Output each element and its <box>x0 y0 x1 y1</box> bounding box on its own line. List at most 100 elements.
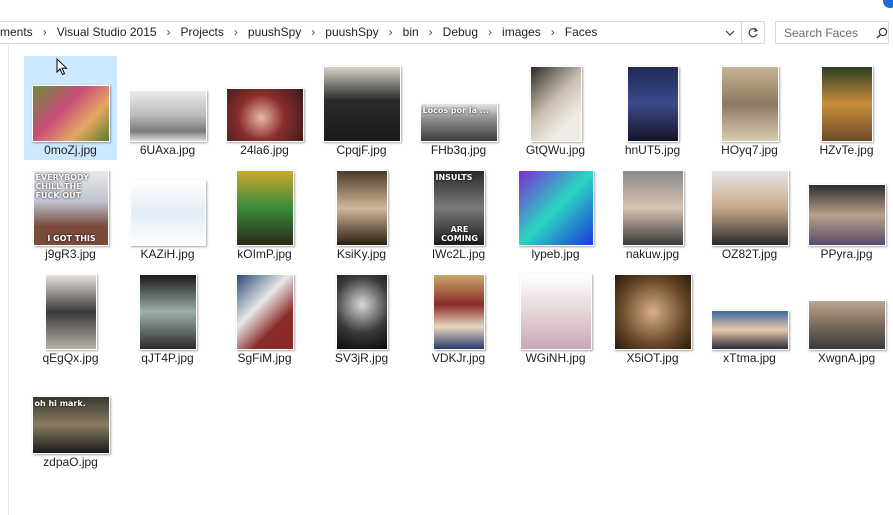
breadcrumb-item[interactable]: ments <box>0 25 33 39</box>
file-item[interactable]: WGiNH.jpg <box>509 264 602 368</box>
chevron-right-icon[interactable]: › <box>388 25 393 39</box>
breadcrumb-item[interactable]: Projects <box>180 25 224 39</box>
thumbnail-frame <box>800 56 893 142</box>
image-thumbnail <box>322 66 401 142</box>
chevron-right-icon[interactable]: › <box>311 25 316 39</box>
file-name: KsiKy.jpg <box>336 247 387 261</box>
file-item[interactable]: GtQWu.jpg <box>509 56 602 160</box>
file-item[interactable]: PPyra.jpg <box>800 160 893 264</box>
file-item[interactable]: lypeb.jpg <box>509 160 602 264</box>
chevron-right-icon[interactable]: › <box>233 25 238 39</box>
image-thumbnail <box>235 274 294 350</box>
file-item[interactable]: oh hi mark. zdpaO.jpg <box>24 368 117 472</box>
thumbnail-frame <box>121 264 214 350</box>
file-item[interactable]: XwgnA.jpg <box>800 264 893 368</box>
chevron-right-icon[interactable]: › <box>488 25 493 39</box>
file-item[interactable]: xTtma.jpg <box>703 264 796 368</box>
breadcrumb-item[interactable]: Faces <box>564 25 598 39</box>
file-name: VDKJr.jpg <box>431 351 486 365</box>
file-name: xTtma.jpg <box>723 351 776 365</box>
file-name: FHb3q.jpg <box>430 143 487 157</box>
thumbnail-frame <box>24 264 117 350</box>
file-name: zdpaO.jpg <box>43 455 98 469</box>
breadcrumb-item[interactable]: bin <box>402 25 419 39</box>
thumbnail-frame <box>606 160 699 246</box>
breadcrumb: ments › Visual Studio 2015 › Projects › puushS… <box>0 22 602 43</box>
file-name: lypeb.jpg <box>531 247 580 261</box>
file-item[interactable]: SgFiM.jpg <box>218 264 311 368</box>
image-thumbnail: EVERYBODY CHILL THE FUCK OUT I GOT THIS <box>32 170 109 246</box>
file-item[interactable]: qJT4P.jpg <box>121 264 214 368</box>
search-box[interactable] <box>775 21 889 44</box>
file-item[interactable]: CpqjF.jpg <box>315 56 408 160</box>
breadcrumb-item[interactable]: Visual Studio 2015 <box>56 25 157 39</box>
file-name: WGiNH.jpg <box>525 351 586 365</box>
file-name: qEgQx.jpg <box>42 351 99 365</box>
thumbnail-frame <box>121 160 214 246</box>
file-item[interactable]: 24la6.jpg <box>218 56 311 160</box>
file-item[interactable]: KsiKy.jpg <box>315 160 408 264</box>
chevron-right-icon[interactable]: › <box>428 25 433 39</box>
help-icon[interactable] <box>883 0 893 8</box>
thumbnail-frame <box>315 264 408 350</box>
file-name: HOyq7.jpg <box>721 143 778 157</box>
file-item[interactable]: X5iOT.jpg <box>606 264 699 368</box>
chevron-right-icon[interactable]: › <box>550 25 555 39</box>
file-item[interactable]: hnUT5.jpg <box>606 56 699 160</box>
file-item[interactable]: Locos por la ... FHb3q.jpg <box>412 56 505 160</box>
file-name: KAZiH.jpg <box>140 247 195 261</box>
image-thumbnail <box>335 170 388 246</box>
thumbnail-frame: Locos por la ... <box>412 56 505 142</box>
file-item[interactable]: kOImP.jpg <box>218 160 311 264</box>
breadcrumb-item[interactable]: puushSpy <box>247 25 302 39</box>
search-input[interactable] <box>776 23 876 42</box>
file-name: PPyra.jpg <box>820 247 873 261</box>
thumbnail-frame <box>315 56 408 142</box>
file-name: qJT4P.jpg <box>141 351 194 365</box>
file-name: X5iOT.jpg <box>626 351 679 365</box>
image-thumbnail <box>129 180 206 246</box>
file-item[interactable]: 0moZj.jpg <box>24 56 117 160</box>
file-name: GtQWu.jpg <box>525 143 586 157</box>
file-item[interactable]: SV3jR.jpg <box>315 264 408 368</box>
thumbnail-frame: oh hi mark. <box>24 368 117 454</box>
breadcrumb-item[interactable]: puushSpy <box>325 25 379 39</box>
file-item[interactable]: HOyq7.jpg <box>703 56 796 160</box>
refresh-button[interactable] <box>742 21 765 44</box>
search-icon[interactable] <box>876 24 888 42</box>
image-thumbnail <box>138 274 197 350</box>
breadcrumb-item[interactable]: Debug <box>442 25 479 39</box>
image-thumbnail: oh hi mark. <box>31 396 110 454</box>
thumbnail-frame <box>218 264 311 350</box>
address-bar[interactable]: ments › Visual Studio 2015 › Projects › puushS… <box>0 21 742 44</box>
thumbnail-frame <box>606 264 699 350</box>
file-item[interactable]: nakuw.jpg <box>606 160 699 264</box>
file-item[interactable]: VDKJr.jpg <box>412 264 505 368</box>
file-name: OZ82T.jpg <box>721 247 778 261</box>
image-thumbnail <box>820 66 873 142</box>
file-name: HZvTe.jpg <box>819 143 874 157</box>
file-item[interactable]: HZvTe.jpg <box>800 56 893 160</box>
chevron-right-icon[interactable]: › <box>42 25 47 39</box>
image-thumbnail <box>44 274 97 350</box>
address-dropdown-button[interactable] <box>719 22 741 43</box>
image-thumbnail <box>720 66 779 142</box>
file-item[interactable]: EVERYBODY CHILL THE FUCK OUT I GOT THIS j9… <box>24 160 117 264</box>
file-item[interactable]: KAZiH.jpg <box>121 160 214 264</box>
file-name: nakuw.jpg <box>625 247 680 261</box>
image-thumbnail <box>517 170 594 246</box>
thumbnail-frame <box>509 160 602 246</box>
file-item[interactable]: qEgQx.jpg <box>24 264 117 368</box>
file-item[interactable]: INSULTS ARE COMING IWc2L.jpg <box>412 160 505 264</box>
file-item[interactable]: 6UAxa.jpg <box>121 56 214 160</box>
chevron-right-icon[interactable]: › <box>166 25 171 39</box>
file-name: hnUT5.jpg <box>624 143 681 157</box>
file-name: kOImP.jpg <box>237 247 292 261</box>
refresh-icon <box>748 27 759 37</box>
file-name: SV3jR.jpg <box>334 351 389 365</box>
file-item[interactable]: OZ82T.jpg <box>703 160 796 264</box>
breadcrumb-item[interactable]: images <box>502 25 541 39</box>
thumbnail-frame <box>24 56 117 142</box>
image-thumbnail <box>225 88 304 142</box>
image-thumbnail <box>807 300 886 350</box>
